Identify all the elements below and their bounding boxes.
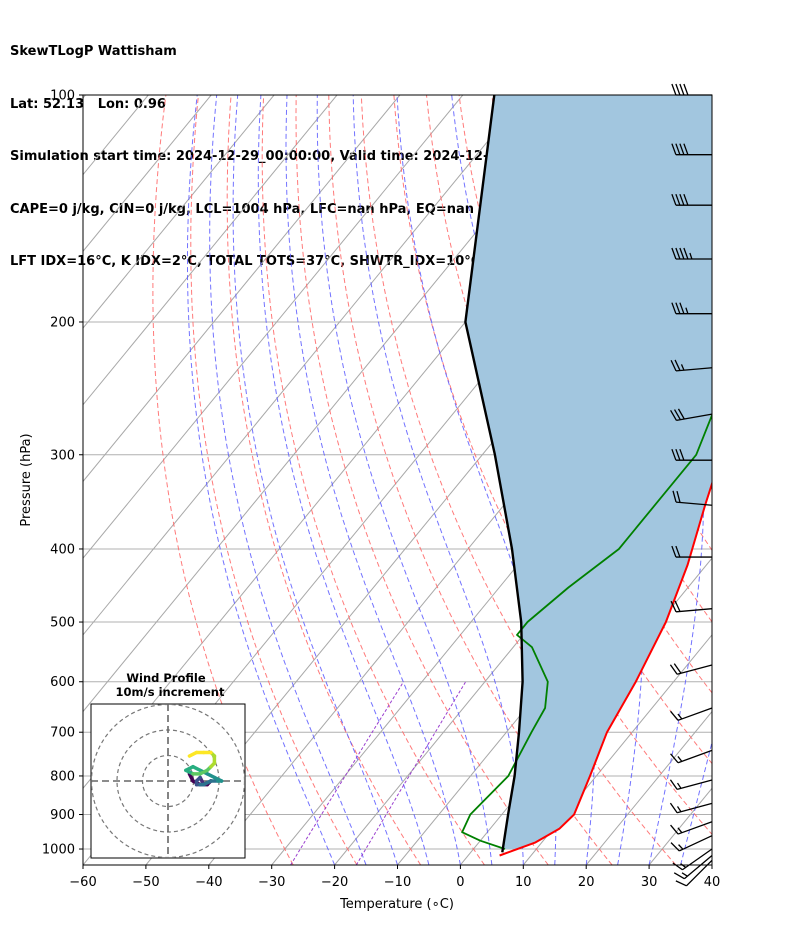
data-layer: [461, 95, 712, 857]
hodograph-plot: [91, 704, 245, 858]
wind-barb: [671, 247, 712, 260]
location-line: Lat: 52.13 Lon: 0.96: [10, 96, 166, 112]
mixing-ratio-line: [355, 681, 467, 865]
x-tick-label: 10: [515, 875, 532, 890]
x-tick-label: −50: [132, 875, 159, 890]
x-tick-label: −30: [258, 875, 285, 890]
wind-barb: [671, 448, 712, 461]
y-tick-label: 900: [50, 808, 75, 823]
wind-barb: [671, 193, 712, 206]
moist-adiabat: [316, 95, 493, 865]
x-tick-label: −10: [384, 875, 411, 890]
y-tick-label: 700: [50, 726, 75, 741]
isotherm-line: [522, 634, 712, 865]
moist-adiabat: [352, 95, 524, 865]
wind-barb: [672, 848, 713, 871]
x-axis-label: Temperature (∘C): [339, 897, 454, 912]
wind-barb: [670, 359, 713, 372]
x-tick-label: −40: [195, 875, 222, 890]
isotherm-line: [83, 95, 464, 559]
wind-barb: [672, 490, 713, 506]
x-tick-label: 20: [578, 875, 595, 890]
hodograph-segment: [187, 750, 199, 758]
isotherm-line: [83, 95, 527, 636]
wind-barb: [670, 835, 713, 852]
cin-cape-shading: [465, 95, 712, 849]
wind-barb: [670, 707, 713, 721]
x-tick-label: −60: [69, 875, 96, 890]
wind-barb: [670, 749, 713, 764]
moist-adiabat: [209, 95, 367, 865]
axis-layer: −60 −50 −40 −30 −20 −10 0 10 20 30 40 100 200 300 400 5…: [42, 89, 720, 891]
moist-adiabat: [285, 95, 461, 865]
wind-barb: [673, 855, 713, 880]
wind-barbs: [669, 83, 713, 887]
dry-adiabat: [393, 95, 712, 836]
dewpoint-profile: [461, 412, 712, 850]
x-tick-label: 0: [456, 875, 464, 890]
isotherm-line: [83, 95, 86, 99]
wind-barb: [670, 821, 713, 835]
dry-adiabat: [152, 95, 294, 865]
hodograph-subtitle: 10m/s increment: [116, 685, 225, 699]
y-tick-label: 800: [50, 769, 75, 784]
moist-adiabat: [232, 95, 398, 865]
moist-adiabat: [187, 95, 336, 865]
isotherm-line: [83, 95, 401, 483]
y-tick-label: 400: [50, 542, 75, 557]
x-tick-label: 30: [641, 875, 658, 890]
dry-adiabat: [720, 95, 794, 865]
dry-adiabat: [190, 95, 358, 865]
isotherm-line: [585, 710, 712, 865]
y-tick-label: 1000: [42, 843, 75, 858]
y-tick-label: 600: [50, 675, 75, 690]
hodograph-title: Wind Profile: [126, 671, 206, 685]
mixing-ratio-line: [290, 681, 404, 865]
wind-barb: [671, 83, 712, 96]
isotherm-line: [83, 95, 275, 329]
x-tick-label: −20: [321, 875, 348, 890]
y-tick-label: 300: [50, 448, 75, 463]
moist-adiabat: [396, 95, 557, 865]
wind-barb: [669, 663, 713, 675]
wind-barb: [670, 408, 713, 422]
wind-barb: [669, 802, 713, 814]
isotherm-line: [83, 95, 338, 406]
y-axis-label: Pressure (hPa): [19, 433, 34, 526]
y-tick-label: 200: [50, 315, 75, 330]
wind-barb: [669, 779, 713, 790]
wind-barb: [671, 302, 712, 315]
isotherm-line: [83, 95, 212, 253]
dry-adiabat: [261, 95, 485, 865]
wind-barb: [671, 143, 712, 156]
chart-title: SkewTLogP Wattisham: [10, 44, 177, 59]
dry-adiabat: [295, 95, 549, 865]
moist-adiabat: [257, 95, 430, 865]
x-tick-label: 40: [704, 875, 721, 890]
dry-adiabat: [752, 95, 794, 865]
y-tick-label: 100: [50, 89, 75, 104]
dry-adiabat: [785, 95, 794, 865]
moist-adiabat: [711, 863, 712, 865]
dry-adiabat: [226, 95, 422, 865]
isotherm-line: [711, 864, 712, 865]
y-tick-label: 500: [50, 616, 75, 631]
wind-barb: [670, 600, 713, 613]
parcel-profile: [464, 95, 524, 853]
temperature-profile: [499, 480, 712, 857]
isotherm-line: [397, 480, 712, 865]
wind-barb: [671, 545, 712, 558]
